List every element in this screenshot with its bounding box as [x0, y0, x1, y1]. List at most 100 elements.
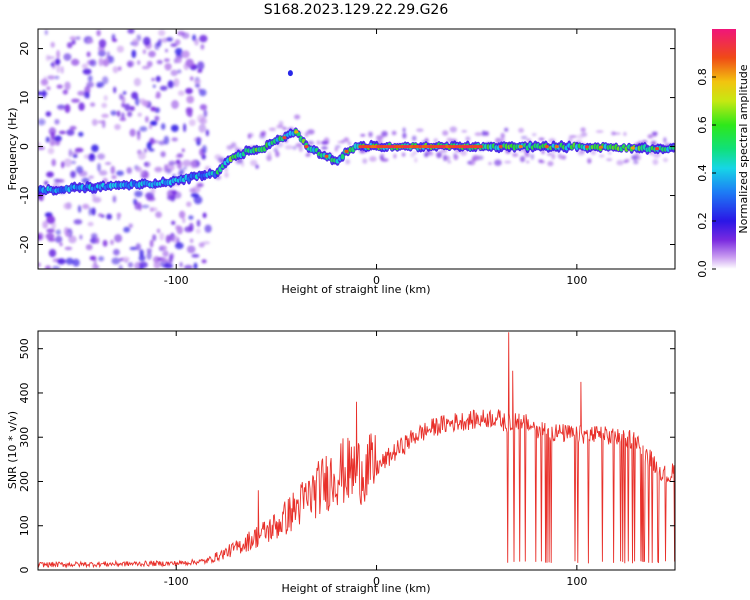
- heatmap-cell: [98, 39, 107, 48]
- heatmap-cell: [295, 143, 303, 148]
- heatmap-cell: [144, 161, 151, 168]
- heatmap-cell: [64, 81, 71, 91]
- heatmap-cell: [345, 159, 351, 165]
- heatmap-cell: [453, 154, 459, 161]
- heatmap-cell: [142, 49, 146, 54]
- heatmap-cell: [163, 135, 170, 145]
- heatmap-cell: [376, 135, 384, 141]
- heatmap-cell: [275, 151, 280, 158]
- heatmap-cell: [448, 145, 453, 149]
- heatmap-cell: [183, 123, 187, 133]
- heatmap-cell: [82, 203, 90, 210]
- colorbar-ticks: 0.0 0.2 0.4 0.6 0.8: [696, 68, 716, 278]
- heatmap-cell: [298, 146, 303, 152]
- heatmap-cell: [416, 128, 424, 132]
- heatmap-cell: [196, 182, 204, 188]
- heatmap-cell: [153, 261, 161, 269]
- heatmap-cell: [51, 60, 56, 70]
- heatmap-cell: [414, 157, 418, 163]
- heatmap-cell: [189, 188, 196, 193]
- heatmap-cell: [197, 61, 205, 71]
- heatmap-cell: [488, 162, 493, 165]
- heatmap-cell: [87, 39, 94, 44]
- heatmap-cell: [465, 136, 471, 142]
- heatmap-cell: [92, 196, 102, 203]
- heatmap-cell: [88, 154, 96, 162]
- heatmap-cell: [71, 58, 80, 66]
- heatmap-cell: [530, 153, 535, 160]
- heatmap-cell: [149, 207, 154, 212]
- heatmap-cell: [141, 100, 150, 107]
- heatmap-cell: [268, 127, 276, 131]
- heatmap-cell: [145, 116, 149, 123]
- heatmap-cell: [68, 148, 73, 157]
- heatmap-cell: [519, 156, 526, 163]
- heatmap-cell: [472, 154, 480, 162]
- heatmap-cell: [85, 244, 93, 251]
- heatmap-cell: [129, 246, 137, 251]
- heatmap-cell: [45, 233, 55, 240]
- heatmap-cell: [409, 152, 416, 158]
- heatmap-cell: [38, 118, 46, 126]
- heatmap-cell: [98, 57, 104, 67]
- heatmap-cell: [53, 137, 60, 142]
- heatmap-cell: [132, 38, 139, 47]
- heatmap-cell: [424, 137, 429, 141]
- heatmap-cell: [651, 131, 658, 136]
- heatmap-cell: [512, 153, 519, 158]
- heatmap-cell: [442, 130, 449, 136]
- heatmap-cell: [38, 142, 42, 146]
- heatmap-cell: [202, 145, 207, 154]
- heatmap-cell: [159, 232, 165, 241]
- heatmap-cell: [176, 153, 184, 158]
- heatmap-cell: [159, 85, 168, 91]
- heatmap-cell: [135, 166, 143, 173]
- heatmap-cell: [282, 126, 287, 131]
- snr-y-tick-label: 100: [18, 515, 31, 536]
- heatmap-cell: [161, 257, 169, 264]
- colorbar-gradient: [712, 29, 736, 269]
- colorbar: 0.0 0.2 0.4 0.6 0.8 Normalized spectral ampl…: [696, 29, 750, 278]
- heatmap-cell: [119, 93, 124, 100]
- heatmap-cell: [500, 132, 505, 139]
- heatmap-cell: [161, 123, 166, 130]
- heatmap-cell: [46, 86, 51, 91]
- heatmap-cell: [193, 137, 203, 142]
- heatmap-cell: [181, 148, 185, 153]
- heatmap-cell: [188, 119, 196, 127]
- heatmap-cell: [97, 163, 101, 172]
- heatmap-cell: [73, 219, 83, 225]
- heatmap-cell: [55, 235, 63, 243]
- colorbar-tick-label: 0.2: [696, 212, 709, 230]
- snr-y-ticks: 0 100 200 300 400 500: [18, 338, 675, 574]
- heatmap-cell: [182, 217, 186, 224]
- snr-x-label: Height of straight line (km): [281, 582, 430, 595]
- heatmap-cell: [137, 60, 141, 65]
- heatmap-cell: [164, 63, 172, 71]
- heatmap-cell: [595, 130, 604, 133]
- heatmap-cell: [90, 102, 96, 107]
- heatmap-cell: [173, 78, 180, 87]
- heatmap-cell: [86, 81, 94, 88]
- snr-x-ticks: -100 0 100: [164, 331, 587, 588]
- heatmap-frame: [37, 28, 676, 270]
- heatmap-cell: [102, 76, 109, 85]
- heatmap-cell: [334, 147, 338, 152]
- heatmap-cell: [199, 117, 208, 125]
- heatmap-cell: [151, 77, 156, 82]
- heatmap-cell: [177, 69, 182, 74]
- heatmap-cell: [139, 266, 144, 269]
- heatmap-cell: [66, 129, 75, 136]
- heatmap-cell: [46, 215, 56, 224]
- heatmap-cell: [166, 37, 174, 42]
- heatmap-cell: [71, 39, 76, 45]
- heatmap-cell: [193, 262, 198, 269]
- heatmap-cell: [436, 151, 442, 159]
- heatmap-cell: [193, 195, 203, 205]
- heatmap-cell: [235, 158, 244, 165]
- heatmap-cell: [203, 109, 208, 118]
- heatmap-y-tick-label: 0: [18, 143, 31, 150]
- heatmap-ridge: [38, 70, 675, 196]
- heatmap-x-tick-label: 100: [566, 274, 587, 287]
- heatmap-cell: [558, 155, 567, 160]
